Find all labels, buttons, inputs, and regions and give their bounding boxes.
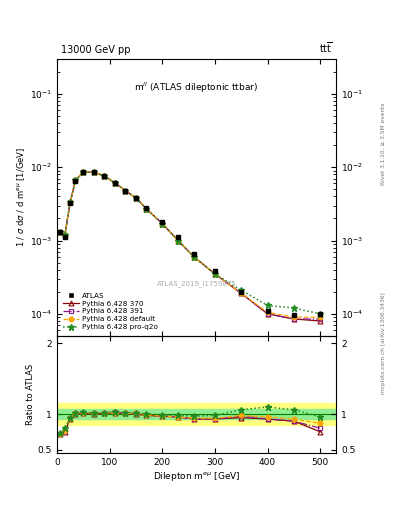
- Text: m$^{ll}$ (ATLAS dileptonic ttbar): m$^{ll}$ (ATLAS dileptonic ttbar): [134, 81, 259, 95]
- Y-axis label: 1 / $\sigma$ d$\sigma$ / d m$^{e\mu}$ [1/GeV]: 1 / $\sigma$ d$\sigma$ / d m$^{e\mu}$ [1…: [15, 147, 27, 247]
- Text: mcplots.cern.ch [arXiv:1306.3436]: mcplots.cern.ch [arXiv:1306.3436]: [381, 292, 386, 394]
- Text: ATLAS_2019_I1759875: ATLAS_2019_I1759875: [157, 280, 236, 287]
- Text: tt$\mathregular{\overline{t}}$: tt$\mathregular{\overline{t}}$: [319, 40, 332, 55]
- Legend: ATLAS, Pythia 6.428 370, Pythia 6.428 391, Pythia 6.428 default, Pythia 6.428 pr: ATLAS, Pythia 6.428 370, Pythia 6.428 39…: [61, 290, 160, 332]
- Text: Rivet 3.1.10, ≥ 3.5M events: Rivet 3.1.10, ≥ 3.5M events: [381, 102, 386, 185]
- Text: 13000 GeV pp: 13000 GeV pp: [61, 45, 130, 55]
- Y-axis label: Ratio to ATLAS: Ratio to ATLAS: [26, 364, 35, 425]
- X-axis label: Dilepton m$^{e\mu}$ [GeV]: Dilepton m$^{e\mu}$ [GeV]: [153, 470, 240, 483]
